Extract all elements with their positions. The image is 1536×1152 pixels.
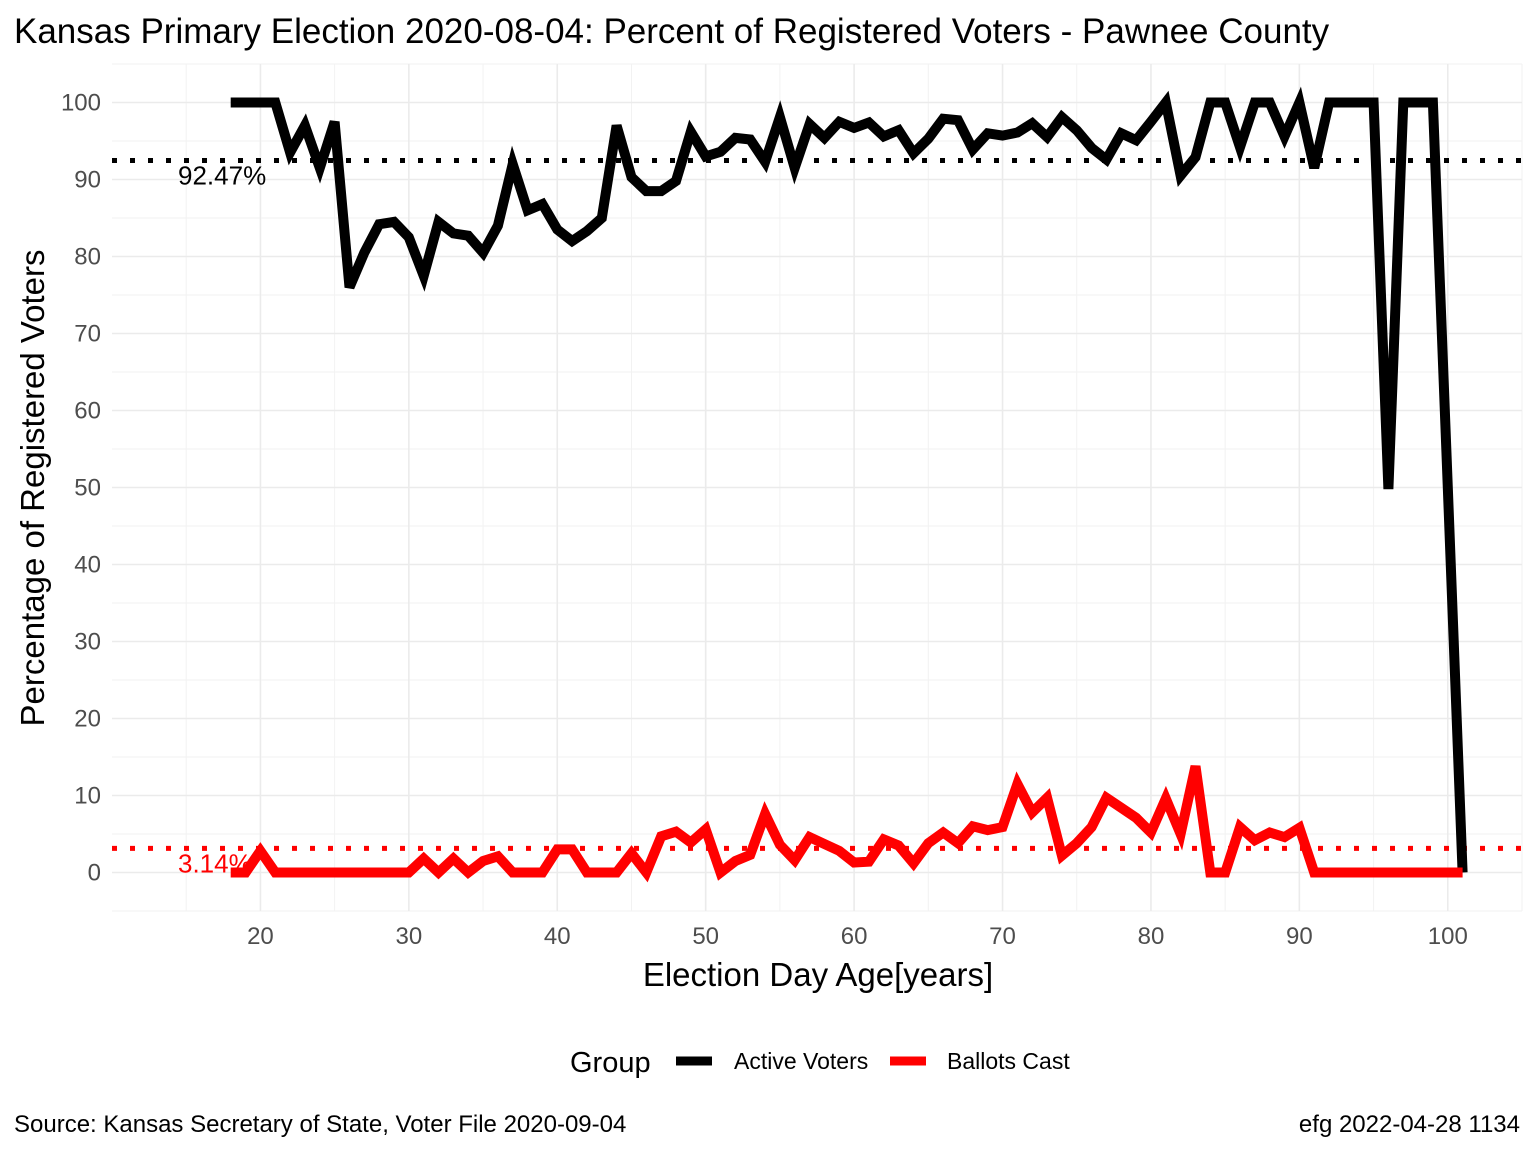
x-tick-label: 30: [395, 923, 422, 950]
y-tick-label: 20: [74, 706, 101, 733]
x-axis-title: Election Day Age[years]: [643, 956, 993, 993]
tick-labels: 20 30 40 50 60 70 80 90 100 0 10 20 30 40 50 60 70 80 90 10…: [61, 90, 1468, 951]
series-line-0: [230, 86, 1468, 873]
y-tick-label: 80: [74, 244, 101, 271]
reference-label-0: 92.47%: [178, 161, 266, 191]
y-axis-title: Percentage of Registered Voters: [14, 250, 51, 727]
y-tick-label: 40: [74, 552, 101, 579]
caption-credit: efg 2022-04-28 1134: [1299, 1111, 1520, 1138]
legend: Group Active Voters Ballots Cast: [570, 1047, 1070, 1079]
x-tick-label: 90: [1286, 923, 1313, 950]
x-tick-label: 80: [1138, 923, 1165, 950]
chart-title: Kansas Primary Election 2020-08-04: Perc…: [14, 12, 1330, 51]
grid: [112, 63, 1523, 912]
legend-label-active-voters: Active Voters: [734, 1048, 868, 1074]
x-tick-label: 40: [544, 923, 571, 950]
series-lines: [230, 86, 1468, 883]
x-tick-label: 20: [247, 923, 274, 950]
y-tick-label: 30: [74, 629, 101, 656]
x-tick-label: 100: [1428, 923, 1468, 950]
legend-label-ballots-cast: Ballots Cast: [947, 1048, 1070, 1074]
y-tick-label: 70: [74, 321, 101, 348]
y-tick-label: 60: [74, 398, 101, 425]
reference-lines: 92.47%3.14%: [112, 157, 1522, 878]
y-tick-label: 0: [88, 860, 101, 887]
y-tick-label: 50: [74, 475, 101, 502]
y-tick-label: 10: [74, 783, 101, 810]
x-tick-label: 50: [692, 923, 719, 950]
caption-source: Source: Kansas Secretary of State, Voter…: [14, 1111, 626, 1138]
x-tick-label: 60: [841, 923, 868, 950]
series-line-1: [230, 765, 1463, 883]
y-tick-label: 100: [61, 90, 101, 117]
y-tick-label: 90: [74, 167, 101, 194]
legend-title: Group: [570, 1047, 651, 1079]
x-tick-label: 70: [989, 923, 1016, 950]
